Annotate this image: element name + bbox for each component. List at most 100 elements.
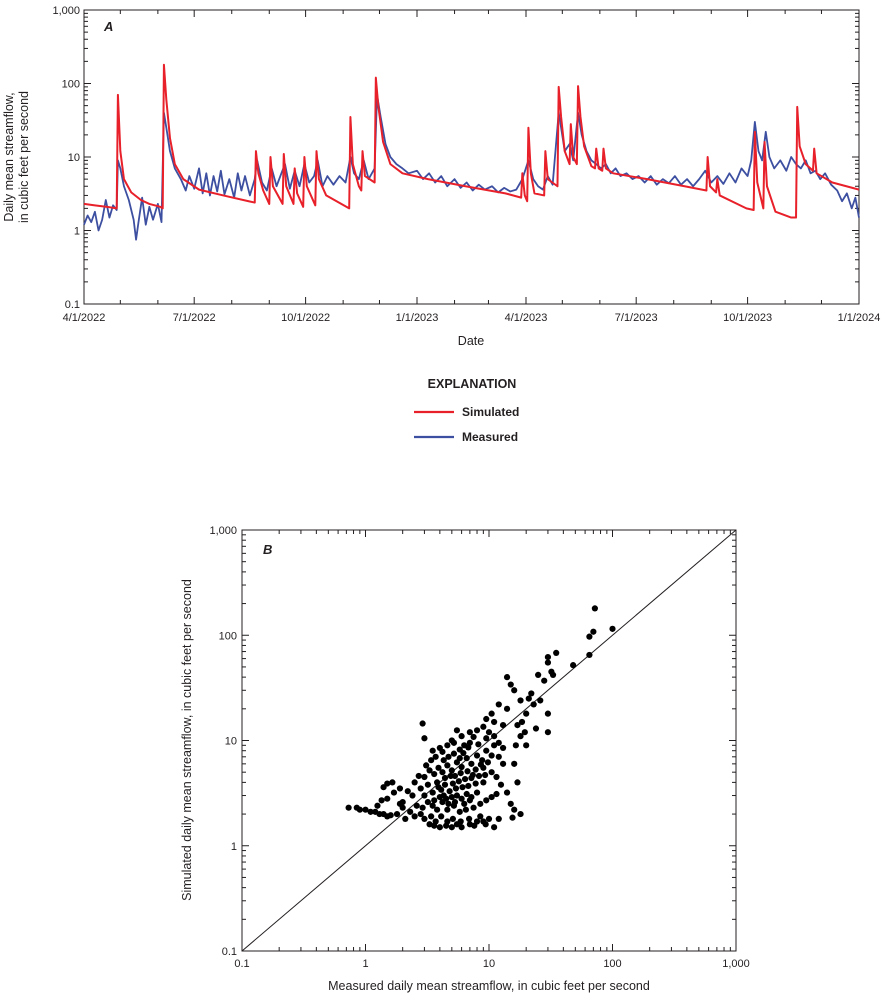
scatter-point [447, 772, 454, 780]
scatter-point [495, 701, 502, 708]
scatter-point [495, 739, 502, 746]
scatter-point [503, 674, 511, 681]
scatter-point [384, 780, 391, 787]
scatter-point [461, 800, 468, 807]
scatter-point [435, 764, 442, 771]
scatter-point [445, 753, 452, 760]
scatter-point [402, 815, 409, 822]
scatter-y-tick-label: 1,000 [209, 525, 237, 537]
scatter-point [421, 735, 428, 742]
scatter-point [429, 802, 436, 809]
scatter-point [426, 821, 433, 828]
scatter-point [549, 671, 557, 679]
scatter-point [457, 770, 464, 777]
scatter-point [456, 808, 463, 815]
scatter-point [463, 790, 470, 798]
scatter-point [435, 784, 442, 791]
scatter-point [499, 744, 507, 752]
scatter-point [457, 818, 464, 825]
scatter-point [459, 784, 466, 791]
scatter-point [432, 753, 439, 760]
scatter-point [429, 747, 436, 754]
scatter-point [465, 782, 472, 790]
scatter-point [475, 772, 483, 780]
scatter-point [518, 718, 526, 726]
scatter-chart: 0.1 1 10 100 1,000 0.1 1 10 100 1,000 B Simulated… [180, 525, 750, 993]
scatter-point [499, 722, 507, 729]
scatter-point [431, 770, 438, 778]
scatter-point [483, 797, 490, 804]
scatter-point [464, 768, 471, 775]
legend-title: EXPLANATION [428, 377, 517, 391]
scatter-point [429, 789, 436, 796]
scatter-point [439, 769, 446, 776]
scatter-point [586, 651, 593, 659]
scatter-x-tick-label: 1,000 [722, 958, 750, 970]
scatter-point [393, 810, 401, 818]
scatter-point [488, 793, 495, 801]
scatter-point [449, 815, 456, 822]
scatter-points [345, 605, 616, 831]
scatter-point [482, 771, 489, 779]
scatter-point [399, 804, 406, 811]
scatter-point [525, 695, 532, 702]
scatter-point [356, 806, 363, 813]
scatter-point [544, 710, 552, 717]
series-simulated-line [83, 63, 860, 219]
scatter-point [517, 810, 524, 818]
scatter-point [390, 789, 398, 796]
scatter-x-tick-label: 100 [603, 958, 621, 970]
scatter-point [458, 763, 465, 771]
scatter-point [491, 742, 498, 749]
hydrograph-y-tick-label: 100 [62, 79, 80, 91]
scatter-point [523, 742, 530, 749]
scatter-y-axis-label: Simulated daily mean streamflow, in cubi… [180, 579, 194, 901]
scatter-point [424, 798, 431, 806]
scatter-point [465, 744, 472, 751]
scatter-point [456, 755, 463, 762]
scatter-point [444, 806, 451, 813]
scatter-point [591, 605, 598, 612]
scatter-point [488, 710, 495, 717]
scatter-point [417, 785, 424, 792]
scatter-x-tick-label: 10 [483, 958, 495, 970]
hydrograph-x-tick-label: 7/1/2022 [173, 312, 216, 324]
scatter-point [453, 792, 461, 799]
scatter-y-tick-label: 0.1 [222, 946, 237, 958]
scatter-point [517, 733, 524, 740]
hydrograph-y-axis-label-line-1: Daily mean streamflow, [2, 92, 16, 221]
scatter-point [444, 818, 451, 825]
scatter-y-tick-label: 100 [219, 630, 237, 642]
scatter-point [468, 760, 475, 767]
scatter-point [389, 779, 396, 786]
scatter-point [488, 752, 495, 759]
scatter-point [523, 710, 530, 717]
scatter-point [446, 788, 453, 795]
scatter-point [473, 752, 481, 759]
scatter-point [517, 697, 524, 704]
scatter-point [475, 741, 482, 748]
scatter-point [512, 742, 519, 749]
scatter-point [419, 720, 426, 727]
scatter-point [480, 779, 487, 786]
scatter-point [434, 779, 441, 786]
legend: EXPLANATION Simulated Measured [414, 377, 519, 444]
scatter-point [532, 725, 540, 732]
scatter-point [396, 785, 404, 792]
scatter-point [362, 806, 369, 813]
scatter-point [483, 747, 490, 754]
scatter-point [503, 789, 511, 796]
scatter-point [466, 815, 473, 822]
scatter-point [537, 697, 544, 704]
scatter-point [423, 762, 430, 769]
panel-label-a: A [103, 19, 113, 34]
hydrograph-chart: 0.1 1 10 100 1,000 4/1/2022 7/1/2022 10/1/2022 1… [2, 5, 880, 444]
scatter-point [570, 662, 577, 669]
hydrograph-y-axis-label-line-2: in cubic feet per second [17, 91, 31, 223]
scatter-point [431, 797, 438, 804]
scatter-point [590, 628, 597, 635]
one-to-one-line [241, 529, 737, 952]
scatter-point [495, 815, 502, 822]
scatter-point [449, 780, 456, 787]
scatter-point [463, 755, 470, 762]
